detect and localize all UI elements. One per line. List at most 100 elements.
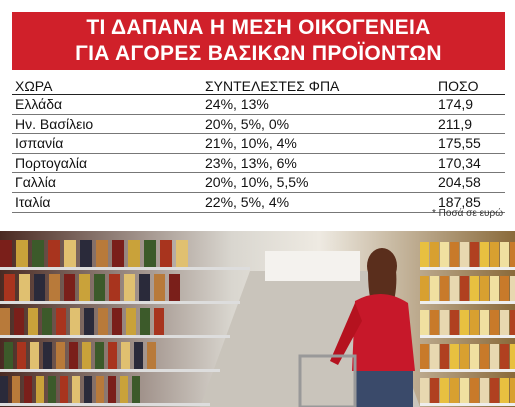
title-line: ΤΙ ΔΑΠΑΝΑ Η ΜΕΣΗ ΟΙΚΟΓΕΝΕΙΑ	[86, 16, 431, 39]
product	[460, 242, 469, 268]
table-header: ΧΩΡΑ ΣΥΝΤΕΛΕΣΤΕΣ ΦΠΑ ΠΟΣΟ	[12, 77, 505, 95]
product	[56, 308, 66, 336]
product	[480, 242, 489, 268]
product	[500, 310, 509, 336]
product	[490, 378, 499, 404]
product	[470, 310, 479, 336]
product	[420, 344, 429, 370]
product	[19, 274, 30, 302]
product	[440, 378, 449, 404]
product	[510, 310, 515, 336]
product	[126, 308, 136, 336]
product	[70, 308, 80, 336]
table-cell: Ελλάδα	[15, 96, 63, 112]
product	[420, 310, 429, 336]
table-row: Πορτογαλία 23%, 13%, 6% 170,34	[12, 154, 505, 174]
product	[96, 240, 108, 268]
product	[420, 276, 429, 302]
product	[450, 378, 459, 404]
table-row: Ισπανία 21%, 10%, 4% 175,55	[12, 134, 505, 154]
product	[84, 308, 94, 336]
product	[440, 310, 449, 336]
product	[450, 276, 459, 302]
product	[49, 274, 60, 302]
product	[154, 274, 165, 302]
product	[420, 242, 429, 268]
product	[420, 378, 429, 404]
product	[79, 274, 90, 302]
table-cell: 174,9	[438, 96, 474, 112]
product	[430, 344, 439, 370]
table-cell: 175,55	[438, 135, 481, 152]
table-row: Γαλλία 20%, 10%, 5,5% 204,58	[12, 173, 505, 193]
table-cell: 22%, 5%, 4%	[205, 193, 290, 210]
product	[0, 240, 12, 268]
shirt	[352, 293, 415, 371]
shopper	[298, 248, 415, 407]
table-row: Ην. Βασίλειο 20%, 5%, 0% 211,9	[12, 115, 505, 135]
product	[440, 276, 449, 302]
product	[108, 342, 117, 370]
product	[120, 376, 128, 404]
product	[470, 242, 479, 268]
product	[490, 242, 499, 268]
product	[64, 240, 76, 268]
table-cell: Γαλλία	[15, 174, 57, 191]
product	[169, 274, 180, 302]
product	[480, 344, 489, 370]
table-row: Ιταλία 22%, 5%, 4% 187,85	[12, 193, 505, 213]
table-cell: 24%, 13%	[205, 96, 269, 112]
product	[420, 403, 515, 406]
product	[28, 308, 38, 336]
product	[4, 274, 15, 302]
arm	[330, 303, 362, 365]
product	[460, 276, 469, 302]
product	[160, 240, 172, 268]
product	[69, 342, 78, 370]
product	[34, 274, 45, 302]
product	[450, 242, 459, 268]
product	[430, 242, 439, 268]
cart	[298, 354, 357, 407]
product	[440, 344, 449, 370]
product	[12, 376, 20, 404]
product	[140, 308, 150, 336]
product	[0, 376, 8, 404]
product	[510, 276, 515, 302]
table-cell: Ισπανία	[15, 135, 64, 152]
product	[96, 376, 104, 404]
table-cell: 21%, 10%, 4%	[205, 135, 297, 152]
product	[430, 310, 439, 336]
product	[43, 342, 52, 370]
product	[0, 335, 230, 338]
product	[440, 242, 449, 268]
table-cell: 20%, 5%, 0%	[205, 115, 290, 132]
product	[460, 378, 469, 404]
product	[176, 240, 188, 268]
product	[60, 376, 68, 404]
product	[500, 344, 509, 370]
product	[82, 342, 91, 370]
aisle-end	[265, 251, 360, 281]
title-line: ΓΙΑ ΑΓΟΡΕΣ ΒΑΣΙΚΩΝ ΠΡΟΪΟΝΤΩΝ	[75, 42, 442, 65]
table-cell: Ην. Βασίλειο	[15, 115, 94, 132]
product	[480, 310, 489, 336]
product	[510, 344, 515, 370]
product	[14, 308, 24, 336]
product	[112, 308, 122, 336]
column-header: ΠΟΣΟ	[438, 78, 479, 94]
product	[450, 310, 459, 336]
product	[64, 274, 75, 302]
supermarket-photo	[0, 231, 515, 407]
product	[42, 308, 52, 336]
product	[0, 403, 210, 406]
product	[56, 342, 65, 370]
product	[98, 308, 108, 336]
product	[30, 342, 39, 370]
product	[80, 240, 92, 268]
table-cell: 204,58	[438, 174, 481, 191]
product	[470, 276, 479, 302]
product	[72, 376, 80, 404]
product	[0, 267, 250, 270]
product	[132, 376, 140, 404]
